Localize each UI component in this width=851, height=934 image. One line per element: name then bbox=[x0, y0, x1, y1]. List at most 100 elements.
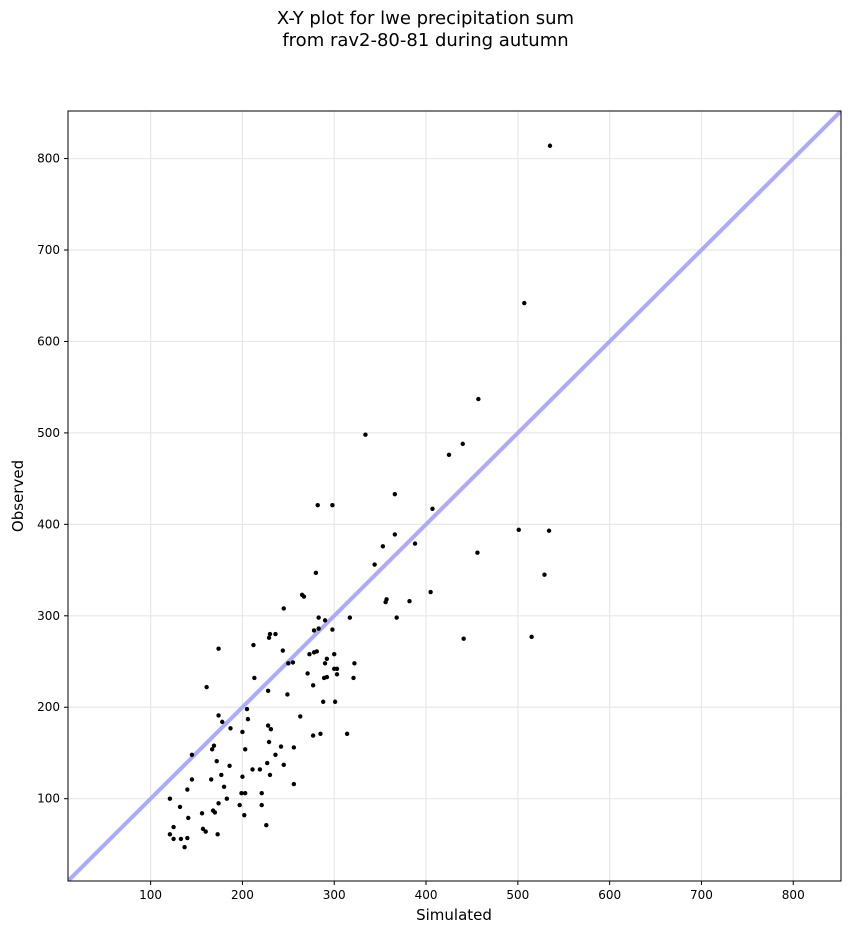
data-point bbox=[216, 646, 221, 651]
data-point bbox=[259, 802, 264, 808]
data-point bbox=[522, 300, 527, 306]
data-point bbox=[242, 812, 247, 818]
data-point bbox=[171, 836, 176, 842]
data-point bbox=[412, 541, 418, 546]
data-point bbox=[200, 826, 206, 832]
x-axis-label: Simulated bbox=[416, 906, 492, 924]
data-point bbox=[305, 671, 310, 676]
data-point bbox=[214, 759, 219, 764]
y-tick-label: 600 bbox=[37, 334, 60, 348]
data-point bbox=[264, 823, 269, 828]
data-point bbox=[203, 829, 208, 834]
x-tick-label: 700 bbox=[690, 888, 713, 902]
x-axis-ticks: 100 200 300 400 500 600 700 800 bbox=[139, 881, 805, 902]
data-point bbox=[316, 615, 321, 620]
data-point bbox=[186, 815, 191, 821]
y-tick-label: 700 bbox=[37, 243, 60, 257]
data-point bbox=[351, 675, 356, 681]
data-point bbox=[285, 692, 290, 697]
chart-title: X-Y plot for lwe precipitation sum from … bbox=[276, 8, 575, 51]
data-point bbox=[428, 589, 433, 595]
data-point bbox=[185, 787, 190, 792]
y-tick-label: 800 bbox=[37, 152, 60, 166]
data-point bbox=[461, 636, 466, 641]
data-point bbox=[237, 802, 242, 808]
y-tick-label: 500 bbox=[37, 426, 60, 440]
data-point bbox=[407, 598, 412, 604]
data-point bbox=[240, 729, 245, 735]
data-points bbox=[167, 143, 553, 850]
data-point bbox=[265, 760, 270, 766]
data-point bbox=[242, 747, 248, 752]
data-point bbox=[352, 661, 357, 666]
data-point bbox=[542, 572, 547, 577]
y-tick-label: 100 bbox=[37, 792, 60, 806]
data-point bbox=[221, 784, 227, 790]
data-point bbox=[212, 810, 218, 815]
data-point bbox=[334, 672, 340, 677]
data-point bbox=[372, 562, 377, 567]
x-tick-label: 200 bbox=[231, 888, 254, 902]
data-point bbox=[280, 648, 286, 653]
data-point bbox=[430, 506, 435, 512]
data-point bbox=[460, 441, 465, 447]
data-point bbox=[266, 739, 272, 745]
data-point bbox=[167, 832, 173, 837]
data-point bbox=[475, 550, 480, 555]
data-point bbox=[267, 772, 273, 778]
data-point bbox=[252, 675, 257, 681]
data-point bbox=[189, 777, 195, 782]
data-point bbox=[334, 666, 340, 672]
data-point bbox=[380, 544, 386, 549]
data-point bbox=[330, 627, 335, 632]
data-point bbox=[394, 615, 399, 620]
data-point bbox=[298, 714, 303, 719]
data-point bbox=[178, 836, 184, 842]
data-point bbox=[239, 791, 244, 796]
data-point bbox=[167, 796, 173, 801]
data-point bbox=[383, 599, 388, 605]
x-tick-label: 500 bbox=[506, 888, 529, 902]
data-point bbox=[171, 824, 176, 830]
data-point bbox=[344, 731, 350, 736]
data-point bbox=[216, 713, 221, 718]
data-point bbox=[215, 832, 220, 837]
data-point bbox=[529, 634, 534, 640]
data-point bbox=[219, 772, 224, 778]
data-point bbox=[332, 652, 337, 657]
data-point bbox=[273, 631, 278, 637]
data-point bbox=[185, 835, 190, 841]
data-point bbox=[250, 767, 255, 772]
data-point bbox=[244, 706, 250, 712]
data-point bbox=[314, 649, 319, 654]
y-axis-label: Observed bbox=[9, 460, 27, 532]
data-point bbox=[240, 774, 245, 779]
data-point bbox=[546, 528, 552, 533]
x-tick-label: 800 bbox=[782, 888, 805, 902]
data-point bbox=[211, 743, 217, 748]
data-point bbox=[310, 733, 316, 738]
data-point bbox=[251, 642, 256, 648]
data-point bbox=[446, 452, 452, 458]
reference-line-layer bbox=[68, 111, 841, 881]
data-point bbox=[242, 791, 248, 796]
x-tick-label: 600 bbox=[598, 888, 621, 902]
data-point bbox=[228, 726, 233, 731]
data-point bbox=[516, 527, 521, 533]
data-point bbox=[310, 683, 316, 688]
data-point bbox=[313, 570, 319, 576]
data-point bbox=[199, 811, 205, 816]
data-point bbox=[182, 844, 187, 850]
data-point bbox=[281, 762, 286, 768]
data-point bbox=[311, 628, 317, 633]
y-tick-label: 400 bbox=[37, 517, 60, 531]
data-point bbox=[265, 723, 271, 728]
data-point bbox=[291, 781, 297, 787]
data-point bbox=[363, 432, 368, 437]
x-tick-label: 300 bbox=[323, 888, 346, 902]
data-point bbox=[322, 661, 328, 666]
data-point bbox=[318, 731, 323, 736]
data-point bbox=[266, 635, 272, 640]
x-tick-label: 100 bbox=[139, 888, 162, 902]
